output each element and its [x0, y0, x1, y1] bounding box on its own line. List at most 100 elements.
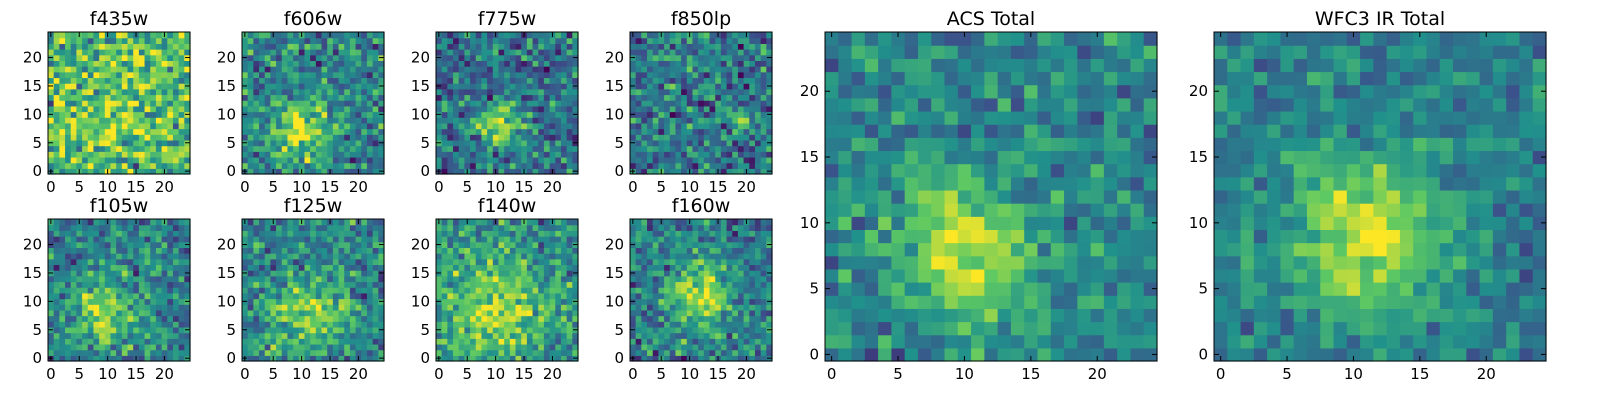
heatmap-cell — [327, 156, 334, 164]
heatmap-cell — [59, 37, 66, 44]
heatmap-cell — [470, 253, 477, 260]
heatmap-cell — [635, 298, 642, 305]
heatmap-cell — [138, 117, 146, 124]
heatmap-cell — [87, 145, 95, 152]
heatmap-cell — [521, 247, 528, 254]
heatmap-cell — [521, 54, 528, 61]
heatmap-cell — [321, 219, 328, 226]
heatmap-cell — [144, 258, 151, 266]
heatmap-cell — [59, 105, 66, 113]
heatmap-cell — [470, 292, 477, 300]
heatmap-cell — [766, 60, 773, 67]
heatmap-cell — [521, 105, 528, 113]
heatmap-cell — [338, 315, 345, 322]
heatmap-cell — [259, 355, 266, 362]
heatmap-cell — [338, 292, 345, 300]
heatmap-cell — [692, 162, 699, 169]
heatmap-cell — [361, 128, 368, 135]
heatmap-cell — [732, 326, 739, 334]
heatmap-cell — [110, 275, 117, 283]
heatmap-cell — [110, 71, 117, 79]
heatmap-cell — [447, 270, 454, 277]
heatmap-cell — [104, 309, 112, 317]
heatmap-cell — [99, 332, 106, 339]
heatmap-cell — [259, 349, 266, 356]
heatmap-cell — [178, 49, 185, 56]
heatmap-cell — [538, 168, 545, 175]
heatmap-cell — [264, 264, 271, 271]
heatmap-cell — [760, 71, 767, 79]
heatmap-cell — [470, 258, 477, 266]
heatmap-cell — [532, 315, 539, 322]
heatmap-cell — [349, 309, 357, 317]
heatmap-cell — [264, 168, 271, 175]
heatmap-cell — [104, 338, 112, 345]
heatmap-cell — [366, 298, 374, 305]
heatmap-cell — [543, 236, 551, 243]
heatmap-cell — [703, 139, 711, 147]
heatmap-cell — [138, 37, 146, 44]
heatmap-cell — [464, 253, 471, 260]
heatmap-cell — [344, 83, 351, 90]
heatmap-cell — [344, 224, 351, 231]
heatmap-cell — [555, 111, 562, 118]
heatmap-cell — [53, 338, 60, 345]
heatmap-cell — [641, 66, 648, 73]
heatmap-cell — [669, 77, 677, 84]
heatmap-cell — [76, 71, 83, 79]
heatmap-cell — [681, 122, 688, 130]
heatmap-cell — [110, 94, 117, 101]
heatmap-cell — [293, 270, 300, 277]
heatmap-cell — [93, 298, 100, 305]
heatmap-cell — [93, 83, 100, 90]
heatmap-cell — [549, 315, 556, 322]
heatmap-cell — [116, 71, 123, 79]
heatmap-cell — [293, 247, 300, 254]
heatmap-cell — [555, 247, 562, 254]
heatmap-cell — [560, 49, 568, 56]
heatmap-cell — [259, 270, 266, 277]
heatmap-cell — [281, 343, 289, 351]
y-tick-label: 5 — [32, 321, 42, 339]
heatmap-cell — [447, 94, 454, 101]
heatmap-cell — [167, 326, 174, 334]
heatmap-cell — [635, 111, 642, 118]
heatmap-cell — [715, 49, 722, 56]
heatmap-cell — [349, 304, 357, 311]
heatmap-cell — [59, 134, 66, 141]
heatmap-cell — [447, 145, 454, 152]
heatmap-cell — [366, 258, 374, 266]
heatmap-cell — [458, 275, 465, 283]
heatmap-cell — [504, 71, 511, 79]
heatmap-cell — [737, 332, 745, 339]
heatmap-cell — [441, 162, 448, 169]
heatmap-cell — [555, 270, 562, 277]
heatmap-cell — [59, 230, 66, 237]
heatmap-cell — [453, 32, 460, 39]
heatmap-cell — [150, 332, 157, 339]
heatmap-cell — [715, 332, 722, 339]
heatmap-cell — [549, 111, 556, 118]
heatmap-cell — [749, 100, 756, 107]
heatmap-cell — [698, 128, 705, 135]
heatmap-cell — [470, 270, 477, 277]
heatmap-cell — [127, 253, 134, 260]
heatmap-cell — [104, 145, 112, 152]
heatmap-cell — [315, 355, 323, 362]
heatmap-cell — [59, 270, 66, 277]
heatmap-cell — [315, 236, 323, 243]
heatmap-cell — [560, 287, 568, 294]
heatmap-cell — [720, 117, 728, 124]
heatmap-cell — [726, 349, 733, 356]
heatmap-cell — [82, 105, 89, 113]
x-tick-label: 5 — [462, 178, 472, 196]
heatmap-cell — [692, 326, 699, 334]
heatmap-cell — [692, 349, 699, 356]
heatmap-cell — [566, 111, 573, 118]
heatmap-cell — [138, 122, 146, 130]
heatmap-cell — [549, 77, 556, 84]
heatmap-cell — [441, 105, 448, 113]
heatmap-cell — [253, 258, 260, 266]
heatmap-cell — [732, 134, 739, 141]
heatmap-cell — [264, 117, 271, 124]
